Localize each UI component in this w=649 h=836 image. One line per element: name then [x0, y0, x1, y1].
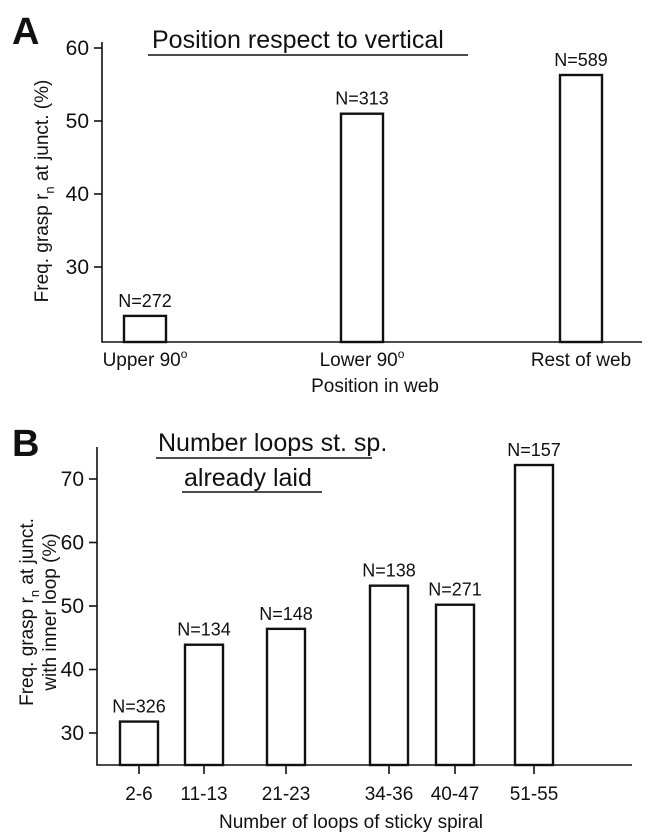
- xtick-base: Rest of web: [531, 350, 631, 371]
- panel-b-ylabel-line1: Freq. grasp rn at junct.: [17, 518, 42, 706]
- panel-b-xtick-label-4: 34-36: [365, 784, 414, 805]
- panel-a-bar-2: [339, 112, 385, 344]
- panel-b-bars: N=326 N=134 N=148 N=138 N=271 N=157: [112, 440, 561, 767]
- panel-a-yticks: 30 40 50 60: [66, 37, 102, 279]
- panel-b-n-label-1: N=326: [112, 697, 166, 717]
- panel-b-ytick-label-50: 50: [61, 595, 84, 618]
- panel-b-xtick-label-5: 40-47: [431, 784, 480, 805]
- panel-b-ytick-label-30: 30: [61, 722, 84, 745]
- panel-a-bar-3: [558, 73, 604, 344]
- panel-b-yticks: 30 40 50 60 70: [61, 468, 97, 745]
- panel-b-bar-6: [513, 463, 555, 767]
- panel-a-bars: N=272 N=313 N=589: [118, 50, 608, 344]
- panel-b-ylabel-line2: with inner loop (%): [40, 533, 61, 691]
- panel-b: B Number loops st. sp. already laid N=32…: [12, 423, 632, 833]
- panel-b-letter: B: [12, 423, 39, 465]
- panel-b-ylabel-part2: at junct.: [17, 518, 38, 590]
- panel-a-ytick-label-40: 40: [66, 183, 89, 206]
- panel-b-title-line2: already laid: [184, 464, 312, 492]
- panel-a-ytick-label-60: 60: [66, 37, 89, 60]
- panel-b-n-label-3: N=148: [259, 604, 313, 624]
- panel-a-xtick-label-3: Rest of web: [531, 350, 631, 371]
- panel-a-xticks: Upper 90o Lower 90o Rest of web: [103, 347, 632, 371]
- panel-b-xtick-label-3: 21-23: [262, 784, 311, 805]
- panel-b-bar-5: [434, 603, 476, 767]
- panel-a-ytick-label-50: 50: [66, 110, 89, 133]
- panel-b-n-label-5: N=271: [428, 580, 482, 600]
- xtick-base: Upper 90: [103, 350, 181, 371]
- panel-a-ylabel-part1: Freq. grasp r: [32, 193, 53, 302]
- panel-b-ytick-label-40: 40: [61, 659, 84, 682]
- panel-b-bar-4: [368, 584, 410, 767]
- panel-b-xlabel: Number of loops of sticky spiral: [219, 812, 483, 833]
- panel-a-title: Position respect to vertical: [152, 26, 444, 54]
- panel-a-n-label-3: N=589: [554, 50, 608, 70]
- panel-b-n-label-6: N=157: [507, 440, 561, 460]
- panel-b-xtick-label-6: 51-55: [510, 784, 559, 805]
- panel-a-ylabel-part2: at junct. (%): [32, 80, 53, 187]
- panel-a-xtick-label-2: Lower 90o: [320, 347, 405, 371]
- panel-b-ylabel-sub: n: [27, 590, 42, 597]
- panel-b-ytick-label-60: 60: [61, 532, 84, 555]
- panel-b-bar-2: [183, 643, 225, 767]
- panel-a-ytick-label-30: 30: [66, 256, 89, 279]
- panel-b-xtick-label-2: 11-13: [180, 784, 227, 805]
- panel-a-n-label-1: N=272: [118, 291, 172, 311]
- xtick-sup: o: [398, 347, 405, 361]
- panel-b-bar-1: [118, 720, 160, 767]
- panel-b-title-line1: Number loops st. sp.: [158, 429, 387, 457]
- panel-b-n-label-2: N=134: [177, 620, 231, 640]
- panel-b-xticks: 2-6 11-13 21-23 34-36 40-47 51-55: [125, 765, 558, 805]
- panel-a-xlabel: Position in web: [311, 376, 439, 397]
- panel-b-xtick-label-1: 2-6: [125, 784, 152, 805]
- panel-b-ylabel-part1: Freq. grasp r: [17, 596, 38, 705]
- panel-a-ylabel: Freq. grasp rn at junct. (%): [32, 80, 57, 303]
- panel-a-bar-1: [122, 314, 168, 344]
- panel-a-xtick-label-1: Upper 90o: [103, 347, 188, 371]
- panel-a-y-axis: [101, 42, 642, 343]
- panel-b-axes: [96, 447, 632, 766]
- panel-b-ytick-label-70: 70: [61, 468, 84, 491]
- panel-b-n-label-4: N=138: [362, 561, 416, 581]
- xtick-sup: o: [181, 347, 188, 361]
- panel-a-n-label-2: N=313: [335, 89, 389, 109]
- panel-b-bar-3: [265, 627, 307, 767]
- panel-a-letter: A: [12, 11, 39, 53]
- xtick-base: Lower 90: [320, 350, 398, 371]
- panel-a-ylabel-sub: n: [42, 186, 57, 193]
- panel-a: A Position respect to vertical N=272 N=31…: [12, 11, 642, 397]
